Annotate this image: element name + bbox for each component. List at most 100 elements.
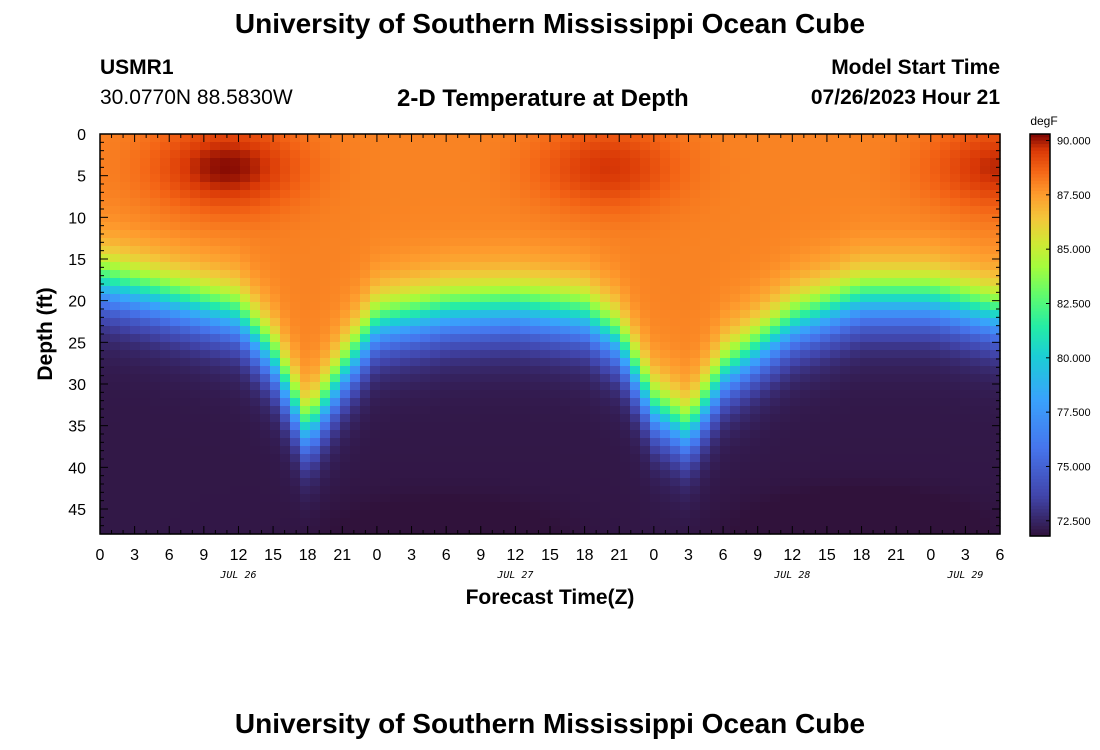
heatmap-cell [600, 526, 611, 535]
heatmap-cell [350, 414, 361, 423]
heatmap-cell [350, 270, 361, 279]
heatmap-cell [240, 334, 251, 343]
heatmap-cell [380, 286, 391, 295]
heatmap-cell [820, 174, 831, 183]
heatmap-cell [910, 182, 921, 191]
heatmap-cell [830, 262, 841, 271]
heatmap-cell [560, 398, 571, 407]
heatmap-cell [230, 406, 241, 415]
heatmap-cell [200, 222, 211, 231]
heatmap-cell [840, 382, 851, 391]
colorbar: 90.00087.50085.00082.50080.00077.50075.0… [1029, 133, 1091, 537]
heatmap-cell [670, 358, 681, 367]
heatmap-cell [360, 318, 371, 327]
heatmap-cell [930, 502, 941, 511]
heatmap-cell [180, 406, 191, 415]
colorbar-swatch [1030, 257, 1050, 262]
heatmap-cell [960, 262, 971, 271]
heatmap-cell [100, 142, 111, 151]
heatmap-cell [330, 254, 341, 263]
colorbar-swatch [1030, 234, 1050, 239]
heatmap-cell [270, 294, 281, 303]
heatmap-cell [420, 318, 431, 327]
heatmap-cell [270, 150, 281, 159]
heatmap-cell [110, 438, 121, 447]
heatmap-cell [100, 422, 111, 431]
heatmap-cell [440, 478, 451, 487]
heatmap-cell [250, 254, 261, 263]
heatmap-cell [240, 406, 251, 415]
heatmap-cell [740, 366, 751, 375]
heatmap-cell [770, 342, 781, 351]
heatmap-cell [920, 166, 931, 175]
heatmap-cell [450, 382, 461, 391]
heatmap-cell [260, 438, 271, 447]
heatmap-cell [560, 430, 571, 439]
heatmap-cell [890, 182, 901, 191]
heatmap-cell [580, 294, 591, 303]
heatmap-cell [620, 166, 631, 175]
heatmap-cell [120, 326, 131, 335]
heatmap-cell [460, 174, 471, 183]
heatmap-cell [290, 446, 301, 455]
heatmap-cell [730, 334, 741, 343]
heatmap-cell [350, 382, 361, 391]
heatmap-cell [520, 414, 531, 423]
heatmap-cell [590, 470, 601, 479]
heatmap-cell [200, 494, 211, 503]
heatmap-cell [430, 334, 441, 343]
heatmap-cell [900, 342, 911, 351]
heatmap-cell [790, 518, 801, 527]
heatmap-cell [520, 478, 531, 487]
heatmap-cell [360, 262, 371, 271]
heatmap-cell [500, 350, 511, 359]
heatmap-cell [870, 278, 881, 287]
heatmap-cell [870, 526, 881, 535]
heatmap-cell [610, 230, 621, 239]
heatmap-cell [100, 518, 111, 527]
heatmap-cell [770, 302, 781, 311]
heatmap-cell [710, 374, 721, 383]
heatmap-cell [290, 286, 301, 295]
heatmap-cell [730, 486, 741, 495]
heatmap-cell [100, 302, 111, 311]
heatmap-cell [290, 262, 301, 271]
heatmap-cell [490, 526, 501, 535]
heatmap-cell [670, 454, 681, 463]
heatmap-cell [400, 174, 411, 183]
heatmap-cell [450, 526, 461, 535]
heatmap-cell [700, 358, 711, 367]
heatmap-cell [760, 270, 771, 279]
heatmap-cell [630, 158, 641, 167]
heatmap-cell [330, 142, 341, 151]
heatmap-cell [820, 486, 831, 495]
heatmap-cell [440, 342, 451, 351]
heatmap-cell [540, 222, 551, 231]
heatmap-cell [250, 398, 261, 407]
heatmap-cell [840, 158, 851, 167]
heatmap-cell [850, 502, 861, 511]
heatmap-cell [770, 414, 781, 423]
heatmap-cell [400, 286, 411, 295]
heatmap-cell [520, 310, 531, 319]
heatmap-cell [210, 318, 221, 327]
heatmap-cell [840, 454, 851, 463]
heatmap-cell [390, 150, 401, 159]
heatmap-cell [410, 414, 421, 423]
heatmap-cell [390, 326, 401, 335]
heatmap-cell [900, 174, 911, 183]
heatmap-cell [640, 294, 651, 303]
heatmap-cell [840, 134, 851, 143]
heatmap-cell [210, 310, 221, 319]
heatmap-cell [490, 478, 501, 487]
heatmap-cell [990, 142, 1001, 151]
heatmap-cell [540, 262, 551, 271]
heatmap-cell [570, 350, 581, 359]
heatmap-cell [490, 358, 501, 367]
heatmap-cell [780, 494, 791, 503]
heatmap-cell [930, 318, 941, 327]
heatmap-cell [500, 454, 511, 463]
heatmap-cell [150, 230, 161, 239]
heatmap-cell [230, 462, 241, 471]
heatmap-cell [510, 350, 521, 359]
